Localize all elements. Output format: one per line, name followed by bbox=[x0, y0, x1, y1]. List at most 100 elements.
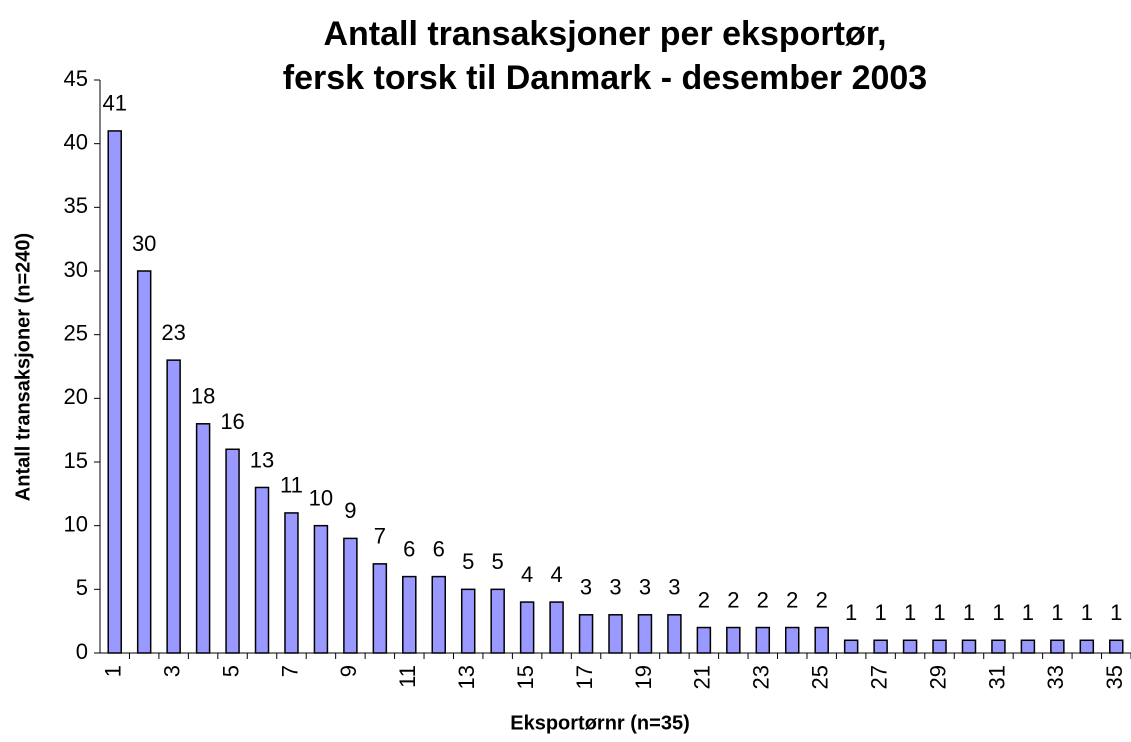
data-label: 1 bbox=[1081, 600, 1093, 625]
y-tick-label: 30 bbox=[64, 257, 88, 282]
data-label: 1 bbox=[874, 600, 886, 625]
x-tick-label: 23 bbox=[749, 665, 774, 689]
bar bbox=[667, 614, 682, 654]
bar bbox=[991, 639, 1006, 654]
bar bbox=[431, 575, 447, 654]
x-tick-label: 31 bbox=[984, 665, 1009, 689]
x-tick-label: 5 bbox=[218, 665, 243, 677]
data-label: 13 bbox=[250, 447, 274, 472]
bar bbox=[460, 588, 476, 654]
data-label: 23 bbox=[161, 320, 185, 345]
data-label: 5 bbox=[492, 549, 504, 574]
bar bbox=[902, 639, 918, 654]
data-label: 41 bbox=[102, 91, 126, 116]
data-label: 1 bbox=[963, 600, 975, 625]
y-tick-label: 10 bbox=[64, 511, 88, 536]
data-label: 11 bbox=[280, 473, 303, 498]
y-axis-title: Antall transaksjoner (n=240) bbox=[12, 233, 34, 501]
bar bbox=[1050, 639, 1065, 654]
data-label: 18 bbox=[191, 384, 215, 409]
x-tick-label: 7 bbox=[277, 665, 302, 677]
data-label: 1 bbox=[933, 600, 945, 625]
data-label: 2 bbox=[757, 587, 769, 612]
bar bbox=[784, 626, 800, 654]
x-tick-label: 9 bbox=[336, 665, 361, 677]
data-label: 2 bbox=[816, 587, 828, 612]
x-tick-label: 17 bbox=[572, 665, 597, 689]
data-label: 2 bbox=[698, 587, 710, 612]
bar bbox=[608, 614, 623, 654]
data-label: 4 bbox=[550, 562, 562, 587]
bar bbox=[372, 563, 388, 654]
data-label: 2 bbox=[727, 587, 739, 612]
x-tick-label: 27 bbox=[866, 665, 891, 689]
bar bbox=[578, 614, 594, 654]
data-label: 6 bbox=[433, 536, 445, 561]
x-tick-label: 29 bbox=[925, 665, 950, 689]
y-tick-label: 25 bbox=[64, 320, 88, 345]
bar bbox=[136, 270, 152, 654]
bar bbox=[696, 626, 712, 654]
data-label: 1 bbox=[845, 600, 857, 625]
data-label: 6 bbox=[403, 536, 415, 561]
data-label: 3 bbox=[639, 575, 651, 600]
y-tick-label: 20 bbox=[64, 384, 88, 409]
data-label: 1 bbox=[992, 600, 1004, 625]
x-tick-label: 11 bbox=[395, 665, 420, 688]
bar bbox=[107, 130, 122, 654]
x-tick-label: 1 bbox=[101, 665, 126, 677]
bar bbox=[932, 639, 947, 654]
x-tick-label: 35 bbox=[1102, 665, 1127, 689]
y-tick-label: 5 bbox=[76, 575, 88, 600]
data-label: 1 bbox=[1110, 600, 1122, 625]
bar bbox=[490, 588, 505, 654]
bar bbox=[254, 486, 270, 654]
data-label: 7 bbox=[374, 524, 386, 549]
data-label: 3 bbox=[609, 575, 621, 600]
y-tick-label: 0 bbox=[76, 639, 88, 664]
bar bbox=[873, 639, 888, 654]
x-tick-label: 3 bbox=[159, 665, 184, 677]
bar bbox=[519, 601, 535, 654]
chart-title-line: Antall transaksjoner per eksportør, bbox=[323, 15, 886, 53]
bar bbox=[195, 423, 211, 654]
bar bbox=[961, 639, 977, 654]
y-tick-label: 45 bbox=[64, 66, 88, 91]
y-tick-label: 15 bbox=[64, 448, 88, 473]
data-label: 1 bbox=[904, 600, 916, 625]
data-label: 16 bbox=[220, 409, 244, 434]
bar bbox=[1020, 639, 1036, 654]
data-label: 4 bbox=[521, 562, 533, 587]
data-label: 3 bbox=[668, 575, 680, 600]
bar bbox=[814, 626, 829, 654]
x-tick-label: 13 bbox=[454, 665, 479, 689]
chart-title-line: fersk torsk til Danmark - desember 2003 bbox=[283, 59, 927, 97]
data-label: 2 bbox=[786, 587, 798, 612]
x-tick-label: 25 bbox=[808, 665, 833, 689]
bar bbox=[637, 614, 653, 654]
bar bbox=[166, 359, 181, 654]
bar bbox=[549, 601, 564, 654]
x-tick-label: 21 bbox=[690, 665, 715, 689]
x-tick-label: 19 bbox=[631, 665, 656, 689]
bar bbox=[343, 537, 358, 654]
data-label: 10 bbox=[309, 485, 333, 510]
bar bbox=[755, 626, 771, 654]
bar bbox=[1109, 639, 1124, 654]
data-label: 1 bbox=[1022, 600, 1034, 625]
data-label: 3 bbox=[580, 575, 592, 600]
bar bbox=[313, 524, 329, 654]
data-label: 5 bbox=[462, 549, 474, 574]
bar bbox=[225, 448, 240, 654]
y-tick-label: 40 bbox=[64, 129, 88, 154]
bar bbox=[402, 575, 417, 654]
bar bbox=[726, 626, 741, 654]
data-label: 1 bbox=[1051, 600, 1063, 625]
y-tick-label: 35 bbox=[64, 193, 88, 218]
bar bbox=[843, 639, 859, 654]
x-tick-label: 15 bbox=[513, 665, 538, 689]
x-tick-label: 33 bbox=[1043, 665, 1068, 689]
x-axis-title: Eksportørnr (n=35) bbox=[510, 712, 689, 734]
data-label: 9 bbox=[344, 498, 356, 523]
